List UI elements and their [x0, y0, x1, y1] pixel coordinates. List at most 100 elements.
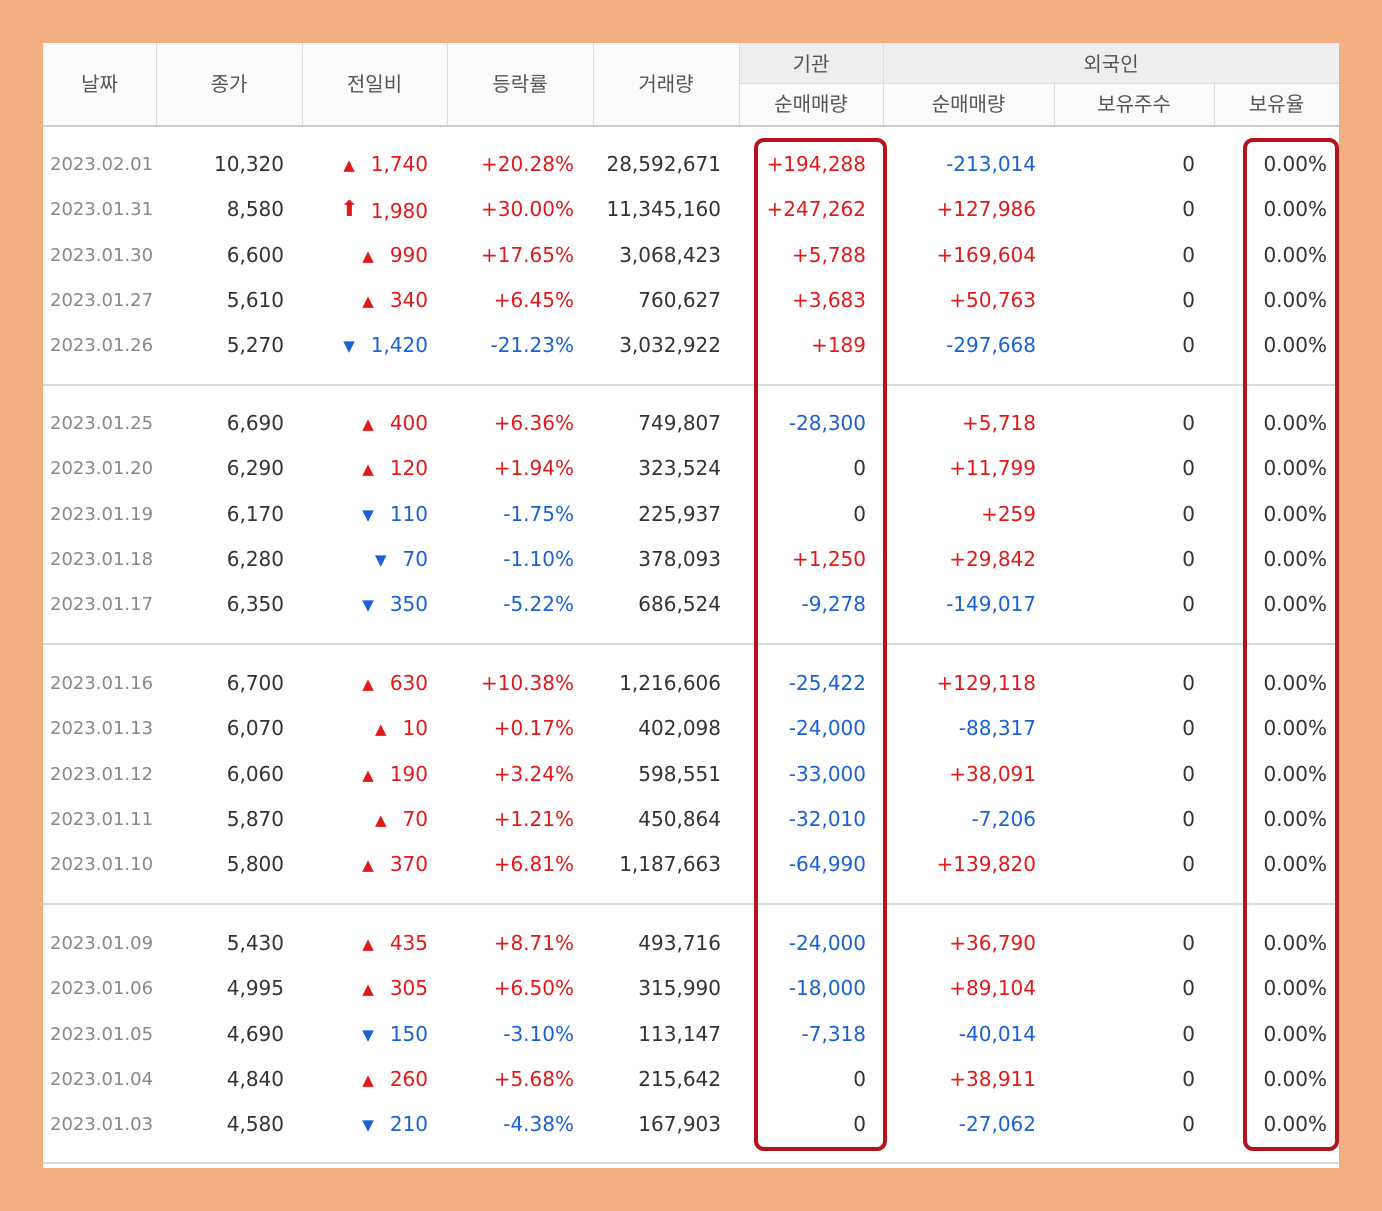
cell-foreign-holding: 0 [1182, 931, 1195, 955]
header-institution-net[interactable]: 순매매량 [739, 84, 883, 125]
cell-foreign-net: +259 [981, 501, 1036, 526]
header-foreign-holding[interactable]: 보유주수 [1054, 84, 1214, 125]
table-row: 2023.01.25 6,690 ▲ 400 +6.36% 749,807 -28,300 +… [43, 401, 1339, 446]
cell-date: 2023.01.06 [50, 978, 154, 1000]
cell-diff-value: 305 [389, 976, 428, 1001]
cell-rate: +17.65% [480, 242, 574, 267]
cell-foreign-ratio: 0.00% [1263, 761, 1327, 786]
cell-diff-value: 400 [389, 411, 428, 435]
cell-institution-net: -25,422 [788, 671, 866, 695]
cell-close: 5,870 [226, 806, 284, 831]
table-row: 2023.01.09 5,430 ▲ 435 +8.71% 493,716 -24,000 +… [43, 921, 1339, 966]
cell-date: 2023.01.13 [50, 718, 154, 740]
cell-foreign-net: -88,317 [958, 716, 1036, 741]
cell-diff-value: 210 [389, 1112, 428, 1137]
cell-date: 2023.01.12 [50, 763, 154, 785]
cell-foreign-holding: 0 [1182, 716, 1195, 741]
cell-institution-net: +247,262 [766, 197, 866, 222]
cell-date: 2023.01.20 [50, 458, 154, 480]
cell-foreign-holding: 0 [1182, 852, 1195, 877]
cell-institution-net: 0 [853, 501, 866, 526]
header-foreign-net[interactable]: 순매매량 [883, 84, 1054, 125]
cell-rate: -3.10% [503, 1021, 574, 1046]
cell-foreign-holding: 0 [1182, 976, 1195, 1001]
cell-diff: ▲ 400 [362, 401, 428, 446]
table-row: 2023.01.16 6,700 ▲ 630 +10.38% 1,216,606 -25,4… [43, 661, 1339, 706]
cell-diff-value: 1,740 [370, 152, 428, 176]
cell-close: 4,995 [226, 976, 284, 1001]
cell-close: 8,580 [226, 197, 284, 222]
cell-foreign-net: -7,206 [971, 806, 1036, 831]
table-row: 2023.01.17 6,350 ▼ 350 -5.22% 686,524 -9,278 -1… [43, 582, 1339, 627]
cell-diff-value: 110 [389, 501, 428, 526]
cell-institution-net: +194,288 [766, 152, 866, 176]
cell-diff-value: 630 [389, 671, 428, 695]
header-bottom-rule [43, 125, 1339, 127]
cell-diff: ▲ 305 [362, 966, 428, 1011]
cell-foreign-ratio: 0.00% [1263, 1021, 1327, 1046]
cell-foreign-net: +38,911 [949, 1066, 1036, 1091]
header-date[interactable]: 날짜 [43, 43, 156, 125]
cell-foreign-net: +36,790 [949, 931, 1036, 955]
cell-volume: 402,098 [638, 716, 721, 741]
cell-close: 6,700 [226, 671, 284, 695]
cell-foreign-holding: 0 [1182, 411, 1195, 435]
cell-institution-net: +1,250 [791, 546, 866, 571]
header-diff[interactable]: 전일비 [302, 43, 447, 125]
cell-close: 4,580 [226, 1112, 284, 1137]
cell-diff: ▲ 190 [362, 752, 428, 797]
cell-foreign-holding: 0 [1182, 333, 1195, 358]
header-volume[interactable]: 거래량 [593, 43, 739, 125]
cell-diff: ▼ 350 [362, 582, 428, 627]
cell-diff-value: 1,980 [370, 199, 428, 224]
header-divider [1054, 84, 1055, 125]
cell-rate: +1.94% [493, 456, 574, 481]
cell-foreign-net: +129,118 [936, 671, 1036, 695]
cell-date: 2023.01.18 [50, 548, 154, 570]
cell-diff: ▲ 340 [362, 278, 428, 323]
cell-foreign-net: +50,763 [949, 287, 1036, 312]
up-triangle-icon: ▲ [362, 765, 374, 784]
cell-close: 6,280 [226, 546, 284, 571]
header-rate[interactable]: 등락률 [447, 43, 593, 125]
cell-institution-net: -9,278 [801, 592, 866, 617]
cell-institution-net: -7,318 [801, 1021, 866, 1046]
cell-volume: 760,627 [638, 287, 721, 312]
cell-close: 5,800 [226, 852, 284, 877]
up-triangle-icon: ▲ [362, 460, 374, 479]
header-foreign-ratio[interactable]: 보유율 [1214, 84, 1339, 125]
cell-volume: 493,716 [638, 931, 721, 955]
cell-diff: ▼ 1,420 [343, 323, 428, 368]
up-triangle-icon: ▲ [362, 935, 374, 953]
group-separator [43, 384, 1339, 386]
up-triangle-icon: ▲ [362, 415, 374, 433]
cell-volume: 1,187,663 [619, 852, 721, 877]
daily-trading-table: 날짜 종가 전일비 등락률 거래량 기관 순매매량 외국인 순매매량 보유주수 … [43, 43, 1339, 1168]
cell-volume: 378,093 [638, 546, 721, 571]
table-header: 날짜 종가 전일비 등락률 거래량 기관 순매매량 외국인 순매매량 보유주수 … [43, 43, 1339, 125]
table-row: 2023.01.12 6,060 ▲ 190 +3.24% 598,551 -33,000 +… [43, 752, 1339, 797]
cell-foreign-net: +29,842 [949, 546, 1036, 571]
cell-rate: -1.10% [503, 546, 574, 571]
down-triangle-icon: ▼ [362, 1116, 374, 1135]
cell-foreign-ratio: 0.00% [1263, 197, 1327, 222]
table-row: 2023.02.01 10,320 ▲ 1,740 +20.28% 28,592,671 +… [43, 142, 1339, 187]
cell-diff-value: 1,420 [370, 333, 428, 358]
cell-diff: ▲ 990 [362, 233, 428, 278]
cell-institution-net: -32,010 [788, 806, 866, 831]
header-close[interactable]: 종가 [156, 43, 302, 125]
down-triangle-icon: ▼ [362, 596, 374, 615]
cell-diff: ▼ 210 [362, 1102, 428, 1147]
table-row: 2023.01.10 5,800 ▲ 370 +6.81% 1,187,663 -64,99… [43, 842, 1339, 887]
cell-diff-value: 340 [389, 287, 428, 312]
cell-date: 2023.01.10 [50, 854, 154, 876]
cell-diff: ▼ 110 [362, 492, 428, 537]
cell-diff: ▲ 70 [375, 797, 428, 842]
table-row: 2023.01.31 8,580 ⬆ 1,980 +30.00% 11,345,160 +2… [43, 187, 1339, 232]
foreign-ratio-column-highlight [1243, 138, 1339, 1151]
cell-foreign-net: +89,104 [949, 976, 1036, 1001]
cell-volume: 749,807 [638, 411, 721, 435]
cell-volume: 315,990 [638, 976, 721, 1001]
cell-date: 2023.01.27 [50, 289, 154, 311]
cell-institution-net: -28,300 [788, 411, 866, 435]
